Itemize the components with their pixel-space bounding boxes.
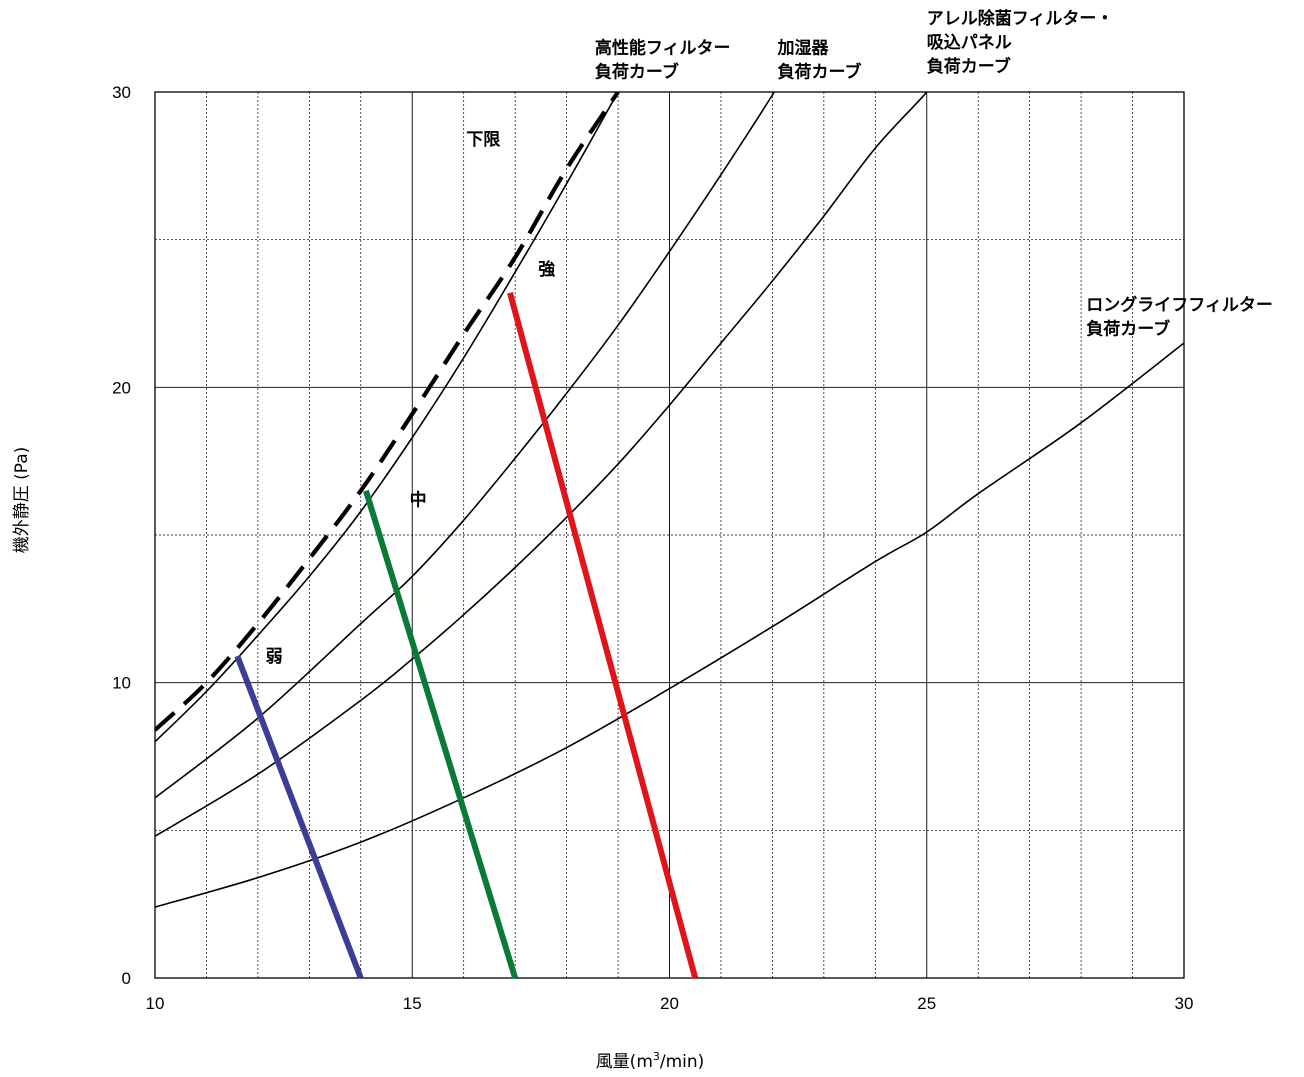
fan-speed-label: 中 [410, 489, 427, 510]
lower-limit-curve [155, 92, 620, 732]
lower-limit-label: 下限 [466, 130, 500, 150]
curve-label: ロングライフフィルター [1086, 295, 1273, 316]
x-tick-label: 20 [660, 994, 679, 1013]
fan-speed-lines [234, 292, 699, 980]
x-tick-label: 15 [403, 994, 422, 1013]
y-tick-label: 20 [112, 378, 131, 397]
y-axis-label: 機外静圧 (Pa) [12, 447, 32, 554]
x-axis-label: 風量(m3/min) [596, 1050, 705, 1072]
curve-label: 負荷カーブ [595, 62, 679, 83]
plot-frame [154, 91, 1185, 979]
fan-speed-label: 強 [538, 259, 555, 280]
fan-speed-line [507, 292, 699, 979]
x-tick-label: 10 [146, 994, 165, 1013]
fan-speed-label: 弱 [266, 647, 283, 667]
load-curve [155, 92, 619, 743]
y-tick-label: 30 [112, 83, 131, 102]
annotations: 高性能フィルター負荷カーブ加湿器負荷カーブアレル除菌フィルター・吸込パネル負荷カ… [266, 8, 1273, 667]
curve-label: 加湿器 [777, 39, 830, 59]
x-axis-ticks: 10 15 20 25 30 [146, 994, 1194, 1013]
fan-speed-line [363, 489, 519, 979]
load-curve [155, 342, 1184, 908]
curve-label: アレル除菌フィルター・ [927, 8, 1114, 29]
x-tick-label: 25 [917, 994, 936, 1013]
major-grid [155, 92, 1184, 978]
load-curve [155, 92, 776, 799]
curve-label: 負荷カーブ [1086, 319, 1170, 340]
minor-grid [155, 92, 1184, 978]
curve-label: 吸込パネル [927, 33, 1012, 53]
y-tick-label: 0 [122, 969, 131, 988]
load-curve [155, 92, 928, 837]
y-axis-ticks: 0 10 20 30 [112, 83, 131, 988]
curve-label: 負荷カーブ [927, 56, 1011, 77]
curve-label: 高性能フィルター [595, 38, 731, 59]
y-tick-label: 10 [112, 674, 131, 693]
x-tick-label: 30 [1175, 994, 1194, 1013]
fan-speed-line [234, 655, 364, 980]
load-curves [155, 92, 1184, 908]
curve-label: 負荷カーブ [778, 62, 862, 83]
